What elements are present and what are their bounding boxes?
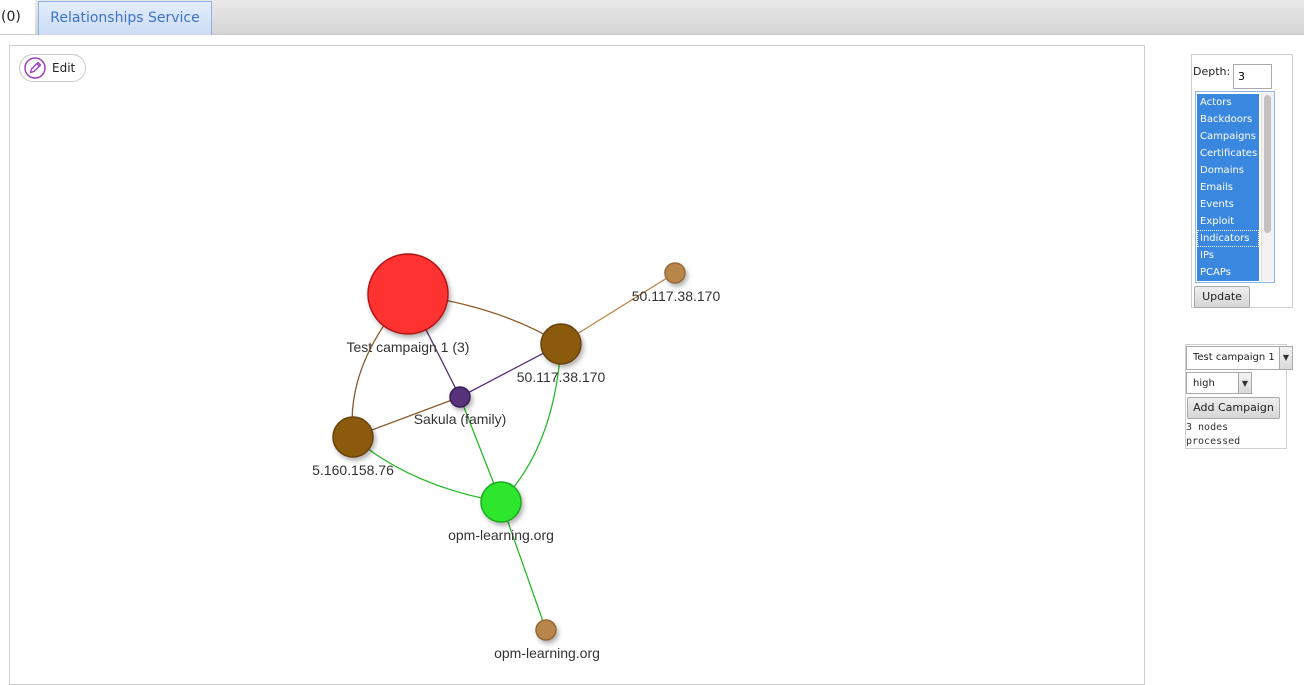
tab-previous[interactable]: (0) [0,0,35,34]
node-circle[interactable] [449,386,471,408]
node-label: opm-learning.org [494,645,600,661]
depth-label: Depth: [1193,65,1231,78]
chevron-down-icon: ▼ [1279,347,1292,369]
node-ip1[interactable]: 50.117.38.170 [517,323,606,385]
type-option-domains[interactable]: Domains [1197,162,1259,179]
node-circle[interactable] [332,416,374,458]
node-ip2[interactable]: 5.160.158.76 [312,416,394,478]
chevron-down-icon: ▼ [1238,373,1251,393]
node-label: 50.117.38.170 [517,369,606,385]
node-circle[interactable] [535,619,557,641]
add-campaign-button[interactable]: Add Campaign [1187,397,1280,419]
node-label: Sakula (family) [414,411,507,427]
type-option-actors[interactable]: Actors [1197,94,1259,111]
graph-controls: Depth: ActorsBackdoorsCampaignsCertifica… [1191,54,1293,308]
type-option-backdoors[interactable]: Backdoors [1197,111,1259,128]
relationship-graph[interactable]: Test campaign 1 (3) 50.117.38.170 50.117.3… [10,46,1144,676]
type-option-indicators[interactable]: Indicators [1197,230,1259,247]
update-button[interactable]: Update [1194,286,1250,308]
edge-ip1-domain [500,343,562,503]
tab-relationships-service[interactable]: Relationships Service [38,1,212,35]
object-type-multiselect[interactable]: Actors Backdoors Campaigns Certificates Doma… [1195,91,1275,283]
type-list-scrollbar[interactable] [1261,93,1274,281]
edit-button[interactable]: Edit [19,54,87,82]
tab-bar: (0) Relationships Service [0,0,1304,35]
campaign-select[interactable]: Test campaign 1 ▼ [1186,346,1293,370]
type-option-certificates[interactable]: Certificates [1197,145,1259,162]
node-campaign[interactable]: Test campaign 1 (3) [347,253,470,355]
node-label: 50.117.38.170 [632,288,721,304]
campaign-select-value: Test campaign 1 [1193,352,1275,363]
edge-domain-domain_leaf [500,501,547,631]
type-option-ips[interactable]: IPs [1197,247,1259,264]
campaign-panel: Test campaign 1 ▼ high ▼ Add Campaign 3 … [1185,344,1293,449]
confidence-select[interactable]: high ▼ [1186,372,1252,394]
type-option-pcaps[interactable]: PCAPs [1197,264,1259,281]
node-label: 5.160.158.76 [312,462,394,478]
node-label: Test campaign 1 (3) [347,339,470,355]
confidence-select-value: high [1193,378,1215,389]
node-circle[interactable] [480,481,522,523]
node-circle[interactable] [540,323,582,365]
node-circle[interactable] [367,253,449,335]
status-line: processed [1186,436,1241,447]
node-ip1_leaf[interactable]: 50.117.38.170 [632,262,721,304]
type-option-exploit[interactable]: Exploit [1197,213,1259,230]
node-domain[interactable]: opm-learning.org [448,481,554,543]
type-option-events[interactable]: Events [1197,196,1259,213]
scrollbar-thumb[interactable] [1264,95,1271,233]
relationship-graph-panel: Edit Test campaign 1 (3) 50.117.38.170 50.… [9,45,1145,685]
status-line: 3 nodes [1186,422,1229,433]
node-sakula[interactable]: Sakula (family) [414,386,507,427]
depth-input[interactable] [1233,64,1272,89]
type-option-campaigns[interactable]: Campaigns [1197,128,1259,145]
node-label: opm-learning.org [448,527,554,543]
edge-ip1-ip1_leaf [560,272,676,345]
status-text: 3 nodes processed [1186,421,1278,449]
type-option-emails[interactable]: Emails [1197,179,1259,196]
edit-label: Edit [52,61,76,75]
node-domain_leaf[interactable]: opm-learning.org [494,619,600,661]
node-circle[interactable] [664,262,686,284]
pencil-icon [24,57,46,79]
